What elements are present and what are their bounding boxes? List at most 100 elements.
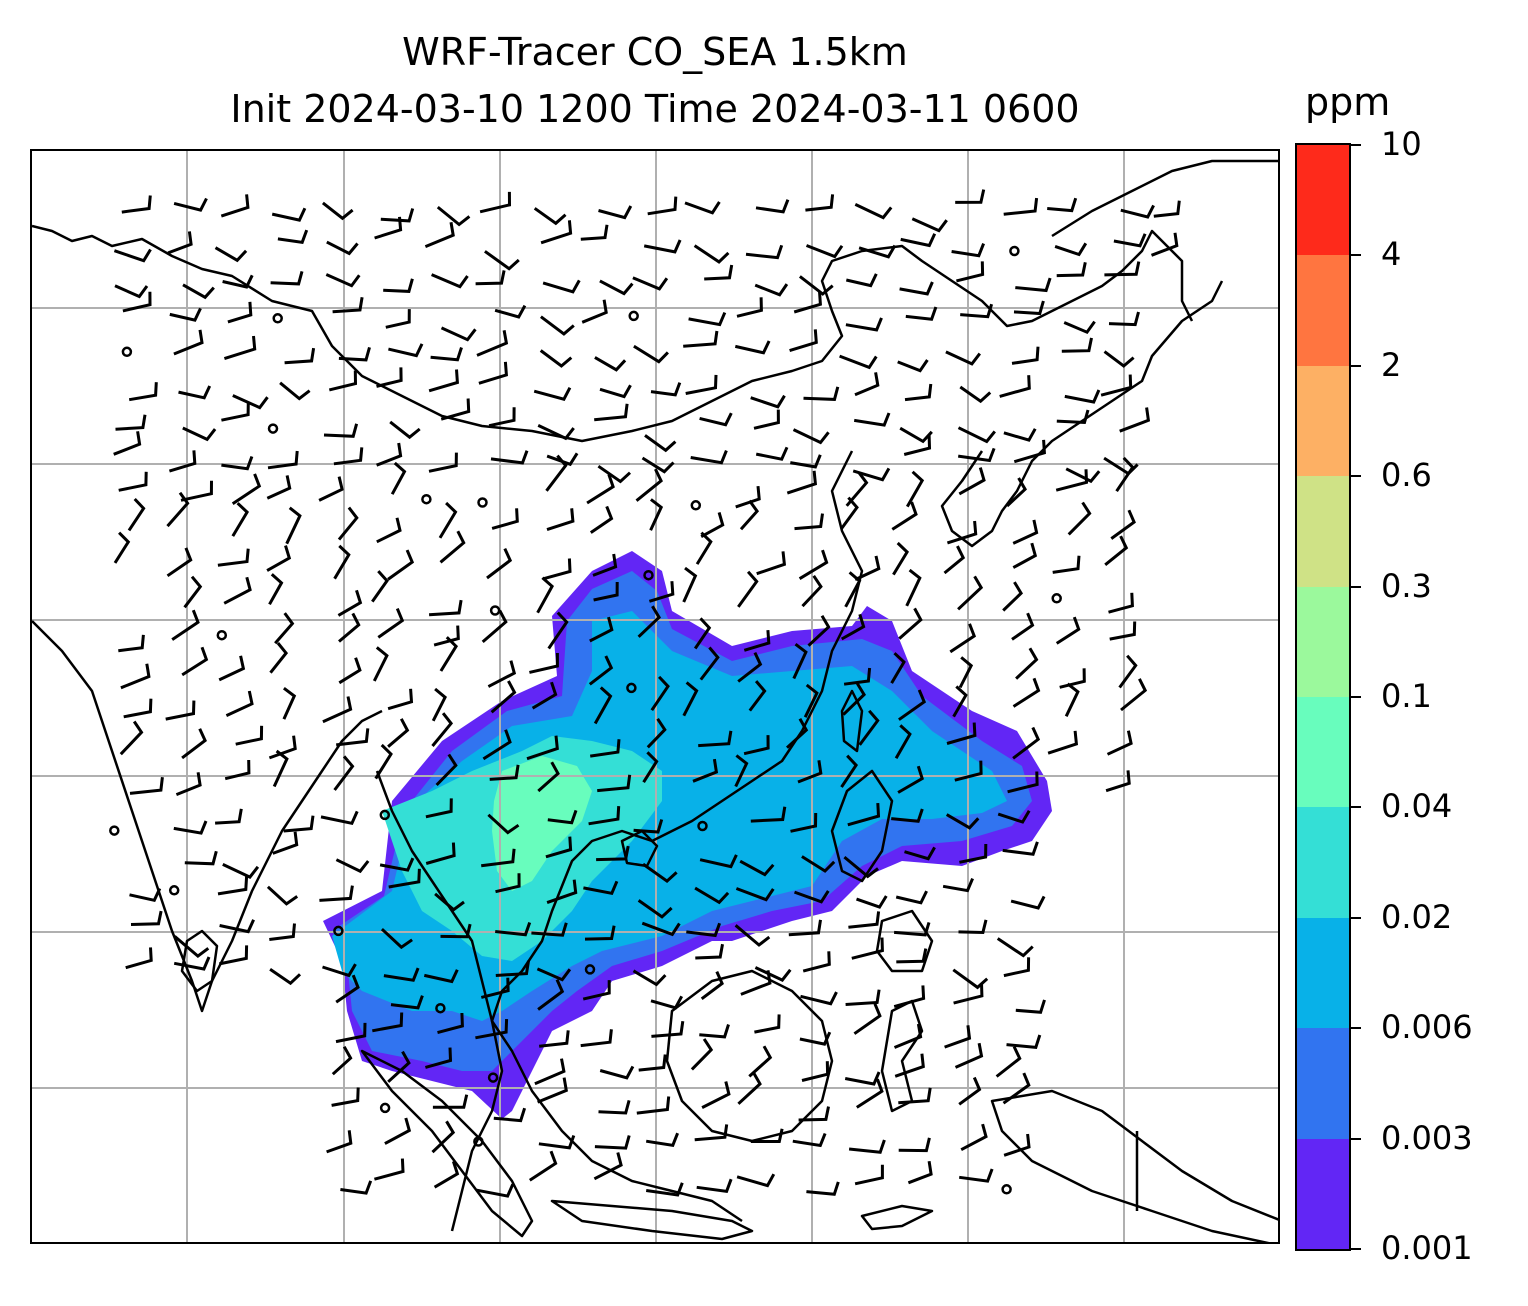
wind-barb (1012, 677, 1041, 708)
wind-barb (546, 879, 578, 905)
wind-barb (960, 303, 994, 319)
wind-barb (792, 428, 830, 445)
wind-barb (754, 966, 792, 982)
coastline-okhotsk (1051, 159, 1278, 238)
wind-barb (371, 570, 389, 603)
colorbar-tick-label: 0.3 (1381, 566, 1432, 605)
wind-barb (272, 749, 289, 788)
wind-barb (632, 276, 669, 291)
wind-barb (896, 948, 928, 964)
wind-barbs (109, 189, 1181, 1198)
wind-barb (801, 855, 836, 873)
wind-barb (333, 755, 355, 791)
wind-barb (546, 508, 575, 532)
wind-barb (1105, 770, 1131, 793)
wind-barb (425, 1047, 453, 1069)
map-title-line-1: WRF-Tracer CO_SEA 1.5km (402, 30, 908, 74)
colorbar-tick-label: 0.6 (1381, 456, 1432, 495)
map-canvas[interactable] (32, 151, 1280, 1244)
wind-barb (547, 809, 578, 825)
wind-barb (337, 589, 363, 617)
wind-barb (699, 854, 738, 869)
calm-wind-marker (379, 1102, 391, 1114)
wind-barb (642, 862, 678, 884)
wind-barb (1103, 350, 1135, 368)
wind-barb (493, 1107, 527, 1123)
wind-barb (481, 609, 508, 644)
wind-barb (1003, 1133, 1031, 1157)
wind-barb (1012, 542, 1038, 569)
wind-barb (335, 1022, 367, 1044)
wind-barb (387, 1050, 411, 1083)
wind-barb (475, 1019, 509, 1040)
wind-barb (534, 1058, 566, 1086)
wind-barb (266, 885, 299, 906)
wind-barb (430, 347, 463, 362)
wind-barb (376, 517, 402, 544)
wind-barb (390, 461, 407, 495)
wind-barb (173, 197, 208, 212)
wind-barb (700, 970, 724, 1000)
wind-barb (853, 1003, 882, 1035)
wind-barb (337, 506, 359, 541)
wind-barb (338, 346, 371, 362)
wind-barb (960, 1123, 988, 1152)
coastline-new-guinea (990, 1089, 1278, 1242)
wind-barb (118, 634, 145, 653)
map-panel[interactable] (30, 149, 1280, 1244)
wind-barb (1120, 204, 1155, 219)
wind-barb (692, 758, 719, 783)
wind-barb (218, 655, 246, 682)
wind-barb (704, 264, 734, 281)
wind-barb (219, 945, 249, 966)
wind-barb (958, 1076, 982, 1106)
wind-barb (996, 937, 1034, 958)
wind-barb (221, 455, 254, 471)
colorbar-tick-label: 0.02 (1381, 897, 1453, 936)
wind-barb (646, 717, 667, 749)
coastline-luzon (830, 769, 894, 883)
map-title-line-2: Init 2024-03-10 1200 Time 2024-03-11 060… (230, 87, 1080, 131)
wind-barb (336, 728, 370, 747)
wind-barb (589, 616, 614, 643)
wind-barb (683, 330, 719, 348)
wind-barb (699, 1024, 730, 1039)
wind-barb (580, 224, 609, 241)
wind-barb (181, 646, 209, 677)
wind-barb (384, 1117, 412, 1145)
colorbar-segment (1297, 696, 1349, 808)
wind-barb (387, 718, 410, 748)
wind-barb (321, 201, 354, 221)
wind-barb (690, 1038, 714, 1071)
wind-barb (596, 845, 630, 862)
wind-barb (476, 330, 509, 357)
wind-barb (696, 1178, 733, 1194)
wind-barb (694, 1124, 729, 1142)
wind-barb (128, 382, 158, 402)
wind-barb (803, 386, 840, 401)
wind-barb (333, 544, 351, 580)
wind-barb (854, 555, 881, 581)
wind-barb (1002, 841, 1039, 856)
wind-barb (754, 1014, 781, 1034)
wind-barb (279, 381, 311, 401)
wind-barb (792, 1132, 827, 1148)
wind-barb (955, 189, 986, 204)
wind-barb (891, 501, 918, 531)
wind-barb (848, 1139, 886, 1154)
wind-barb (531, 681, 558, 710)
wind-barb (645, 1132, 679, 1147)
calm-wind-marker (697, 820, 708, 832)
wind-barb (490, 450, 529, 465)
wind-barb (695, 943, 724, 960)
coastline-india (32, 620, 383, 1013)
colorbar-segment (1297, 586, 1349, 697)
wind-barb (1003, 428, 1037, 442)
wind-barb (799, 1031, 832, 1046)
wind-barb (1108, 311, 1140, 327)
wind-barb (425, 798, 453, 819)
wind-barb (688, 312, 727, 327)
wind-barb (957, 426, 996, 444)
wind-barb (1010, 895, 1046, 910)
wind-barb (734, 924, 771, 947)
